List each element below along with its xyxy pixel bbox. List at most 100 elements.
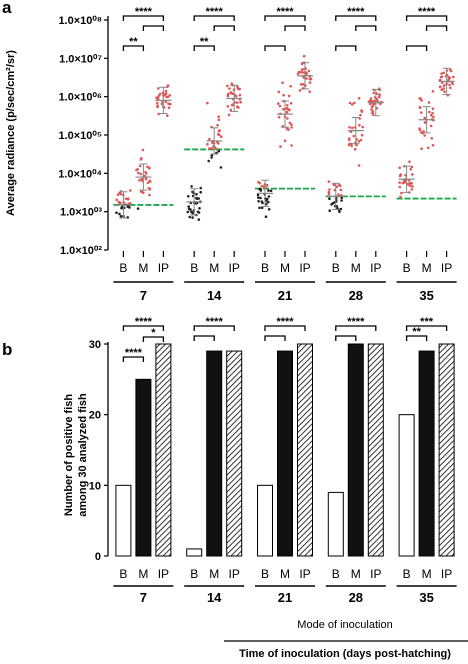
data-point xyxy=(348,126,351,129)
bar-m xyxy=(347,343,364,557)
data-point xyxy=(353,147,357,151)
data-point xyxy=(217,130,221,133)
significance-bracket xyxy=(264,335,286,341)
bar-ip xyxy=(226,350,243,557)
data-point xyxy=(340,199,343,202)
bar-m xyxy=(418,350,435,557)
data-point xyxy=(146,181,150,185)
data-point xyxy=(140,157,143,160)
data-point xyxy=(142,191,145,194)
day-label: 7 xyxy=(140,288,147,303)
data-point xyxy=(277,116,281,119)
category-label: IP xyxy=(158,567,169,581)
category-label: B xyxy=(403,567,411,581)
day-label: 21 xyxy=(278,590,292,605)
data-point xyxy=(358,123,361,127)
panel-a-y-ticks: 1.0×10⁰² 1.0×10⁰³ 1.0×10⁰⁴ 1.0×10⁰⁵ 1.0×10⁰⁶… xyxy=(58,15,108,257)
data-point xyxy=(207,159,210,163)
data-point xyxy=(327,180,331,183)
data-point xyxy=(352,134,356,138)
data-point xyxy=(260,185,264,188)
data-point xyxy=(328,197,331,200)
category-label: IP xyxy=(370,261,381,275)
panel-b-y-axis-label-line1: Number of positive fish xyxy=(63,394,75,517)
data-point xyxy=(139,172,143,176)
significance-bracket xyxy=(335,15,377,21)
data-point xyxy=(420,99,423,102)
significance-bracket xyxy=(142,336,165,342)
category-label: B xyxy=(119,567,127,581)
data-point xyxy=(238,93,242,97)
data-point xyxy=(282,108,285,111)
data-point xyxy=(286,117,289,120)
data-point xyxy=(290,144,293,147)
significance-label: ** xyxy=(412,326,421,338)
data-point xyxy=(372,91,376,95)
significance-label: **** xyxy=(347,316,365,328)
data-point xyxy=(279,145,282,148)
data-point xyxy=(285,107,288,111)
data-point xyxy=(116,193,120,197)
data-point xyxy=(305,77,308,80)
data-point xyxy=(229,108,233,112)
data-point xyxy=(370,108,373,111)
panel-b-bars xyxy=(115,343,455,557)
data-point xyxy=(282,93,285,97)
data-point xyxy=(361,125,365,129)
category-label: M xyxy=(209,567,219,581)
data-point xyxy=(148,179,152,183)
data-point xyxy=(289,101,293,105)
panel-a-y-tick-label: 1.0×10⁰³ xyxy=(60,207,102,219)
data-point xyxy=(442,84,446,87)
data-point xyxy=(328,209,332,212)
data-point xyxy=(327,192,331,196)
panel-a-significance: **************** **** **** xyxy=(122,6,448,51)
data-point xyxy=(449,68,452,71)
data-point xyxy=(226,94,230,98)
data-point xyxy=(431,107,435,110)
data-point xyxy=(226,105,230,108)
data-point xyxy=(351,126,354,130)
significance-bracket xyxy=(405,325,448,331)
data-point xyxy=(195,193,198,196)
bar-ip xyxy=(297,343,313,557)
time-of-inoculation-label: Time of inoculation (days post-hatching) xyxy=(239,648,451,660)
data-point xyxy=(214,147,218,151)
data-point xyxy=(136,207,140,210)
data-point xyxy=(308,77,312,81)
significance-bracket xyxy=(193,15,235,21)
data-point xyxy=(235,101,239,104)
data-point xyxy=(438,78,442,82)
data-point xyxy=(399,195,402,199)
data-point xyxy=(119,215,123,218)
bar-m xyxy=(277,350,293,557)
data-point xyxy=(302,71,306,74)
day-label: 14 xyxy=(207,590,222,605)
category-label: M xyxy=(209,261,219,275)
data-point xyxy=(448,83,451,87)
data-point xyxy=(191,190,194,194)
data-point xyxy=(423,116,427,120)
data-point xyxy=(331,202,335,205)
category-label: M xyxy=(280,567,290,581)
panel-a-y-axis-label: Average radiance (p/sec/cm²/sr) xyxy=(5,50,17,216)
data-point xyxy=(419,111,423,114)
data-point xyxy=(307,69,311,73)
data-point xyxy=(219,135,223,138)
data-point xyxy=(408,184,412,188)
data-point xyxy=(426,146,430,150)
data-point xyxy=(155,96,158,100)
data-point xyxy=(265,197,269,201)
data-point xyxy=(300,62,304,66)
data-point xyxy=(430,113,433,117)
data-point xyxy=(359,138,363,142)
data-point xyxy=(238,87,241,91)
panel-b-letter: b xyxy=(2,340,12,359)
data-point xyxy=(164,89,168,93)
data-point xyxy=(136,168,139,171)
data-point xyxy=(431,111,434,115)
data-point xyxy=(127,198,130,201)
data-point xyxy=(379,102,382,106)
category-label: IP xyxy=(441,261,452,275)
bar-b xyxy=(186,548,203,557)
